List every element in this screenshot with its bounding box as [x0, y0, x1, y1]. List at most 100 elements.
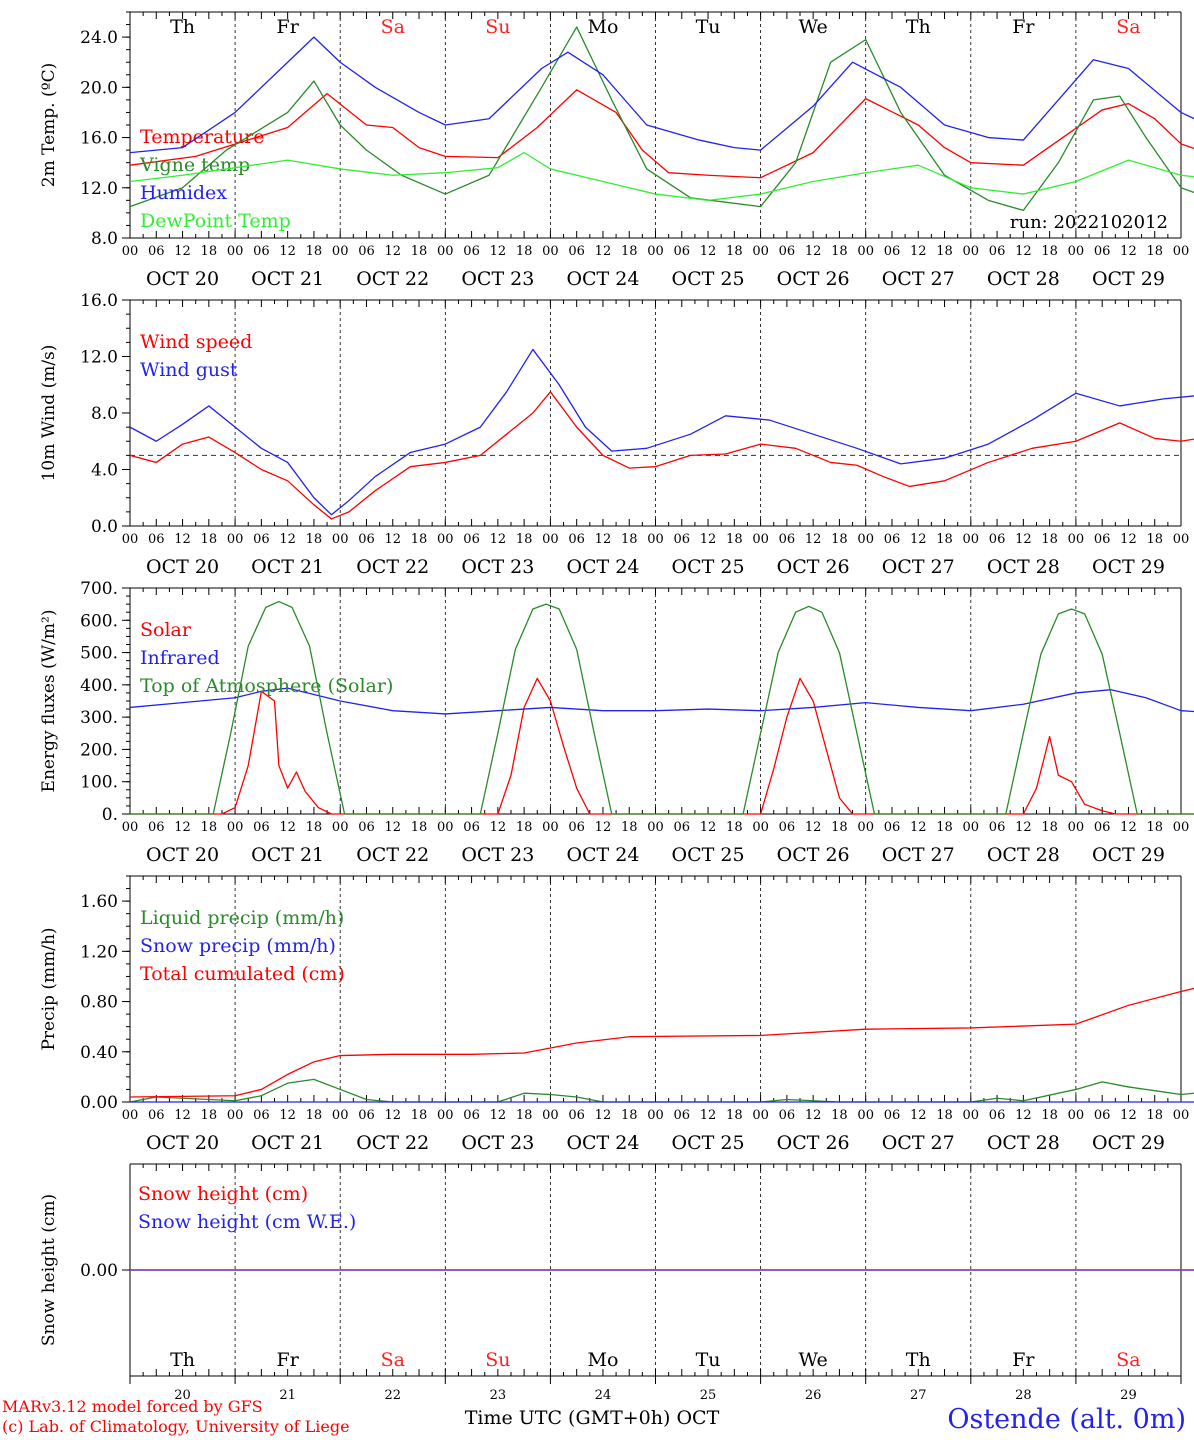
date-label: OCT 22 — [356, 844, 429, 866]
hour-tick-label: 00 — [542, 820, 559, 835]
date-label: OCT 22 — [356, 1132, 429, 1154]
hour-tick-label: 00 — [647, 1108, 664, 1123]
date-label: OCT 21 — [251, 556, 324, 578]
hour-tick-label: 06 — [148, 820, 165, 835]
date-label: OCT 26 — [777, 556, 850, 578]
hour-tick-label: 18 — [726, 1108, 743, 1123]
hour-tick-label: 12 — [174, 244, 191, 259]
date-label: OCT 24 — [566, 844, 639, 866]
y-tick-label: 0. — [102, 805, 118, 825]
y-tick-label: 0.0 — [91, 517, 118, 537]
hour-tick-label: 18 — [411, 1108, 428, 1123]
series-line-wind-speed — [129, 391, 1194, 520]
date-label: OCT 22 — [356, 556, 429, 578]
hour-tick-label: 12 — [279, 532, 296, 547]
series-line-wind-gust — [129, 348, 1194, 516]
hour-tick-label: 12 — [805, 244, 822, 259]
hour-tick-label: 12 — [1120, 1108, 1137, 1123]
hour-tick-label: 06 — [148, 244, 165, 259]
model-credit: MARv3.12 model forced by GFS — [2, 1397, 263, 1416]
hour-tick-label: 00 — [227, 820, 244, 835]
hour-tick-label: 18 — [1041, 1108, 1058, 1123]
hour-tick-label: 00 — [1068, 532, 1085, 547]
hour-tick-label: 12 — [490, 1108, 507, 1123]
hour-tick-label: 18 — [621, 244, 638, 259]
hour-tick-label: 06 — [1094, 820, 1111, 835]
hour-tick-label: 12 — [595, 244, 612, 259]
hour-tick-label: 12 — [279, 244, 296, 259]
hour-tick-label: 18 — [621, 820, 638, 835]
legend-entry: Vigne temp — [139, 154, 250, 176]
hour-tick-label: 06 — [989, 1108, 1006, 1123]
date-label: OCT 26 — [777, 844, 850, 866]
hour-tick-label: 12 — [174, 1108, 191, 1123]
date-label: OCT 27 — [882, 844, 955, 866]
hour-tick-label: 00 — [542, 244, 559, 259]
hour-tick-label: 00 — [227, 1108, 244, 1123]
y-axis-label: Precip (mm/h) — [39, 927, 59, 1050]
hour-tick-label: 06 — [463, 244, 480, 259]
hour-tick-label: 18 — [1146, 1108, 1163, 1123]
date-label: OCT 28 — [987, 1132, 1060, 1154]
series-line-total-cumulated-cm- — [129, 987, 1194, 1098]
day-number: 22 — [384, 1388, 401, 1403]
hour-tick-label: 06 — [568, 1108, 585, 1123]
day-number: 24 — [595, 1388, 612, 1403]
y-tick-label: 4.0 — [91, 461, 118, 481]
hour-tick-label: 06 — [463, 532, 480, 547]
hour-tick-label: 06 — [148, 1108, 165, 1123]
hour-tick-label: 18 — [201, 820, 218, 835]
y-tick-label: 12.0 — [80, 348, 118, 368]
legend-entry: Snow height (cm) — [138, 1183, 308, 1205]
hour-tick-label: 12 — [174, 532, 191, 547]
hour-tick-label: 12 — [595, 820, 612, 835]
legend-entry: DewPoint Temp — [140, 210, 291, 232]
hour-tick-label: 00 — [122, 244, 139, 259]
date-label: OCT 21 — [251, 268, 324, 290]
x-axis-title: Time UTC (GMT+0h) OCT — [465, 1407, 720, 1429]
hour-tick-label: 06 — [358, 820, 375, 835]
hour-tick-label: 18 — [411, 532, 428, 547]
date-label: OCT 26 — [777, 1132, 850, 1154]
hour-tick-label: 18 — [306, 820, 323, 835]
date-label: OCT 20 — [146, 268, 219, 290]
hour-tick-label: 12 — [279, 1108, 296, 1123]
date-label: OCT 29 — [1092, 556, 1165, 578]
day-abbr-bottom: Fr — [1012, 1349, 1035, 1371]
hour-tick-label: 06 — [358, 1108, 375, 1123]
hour-tick-label: 00 — [1173, 532, 1190, 547]
legend-entry: Wind gust — [140, 359, 238, 381]
hour-tick-label: 00 — [437, 820, 454, 835]
day-number: 27 — [910, 1388, 927, 1403]
day-abbr-bottom: We — [799, 1349, 828, 1371]
day-abbr-bottom: Su — [485, 1349, 510, 1371]
hour-tick-label: 06 — [568, 244, 585, 259]
hour-tick-label: 18 — [1041, 244, 1058, 259]
y-tick-label: 8.0 — [91, 404, 118, 424]
hour-tick-label: 00 — [963, 1108, 980, 1123]
day-abbr-top: Tu — [696, 16, 721, 38]
hour-tick-label: 00 — [963, 820, 980, 835]
date-label: OCT 28 — [987, 556, 1060, 578]
hour-tick-label: 00 — [542, 532, 559, 547]
hour-tick-label: 06 — [463, 820, 480, 835]
hour-tick-label: 12 — [384, 1108, 401, 1123]
y-tick-label: 24.0 — [80, 28, 118, 48]
hour-tick-label: 00 — [332, 1108, 349, 1123]
y-tick-label: 16.0 — [80, 291, 118, 311]
hour-tick-label: 12 — [700, 244, 717, 259]
date-label: OCT 27 — [882, 556, 955, 578]
hour-tick-label: 00 — [963, 532, 980, 547]
legend-entry: Snow height (cm W.E.) — [138, 1211, 356, 1233]
hour-tick-label: 12 — [700, 1108, 717, 1123]
hour-tick-label: 18 — [516, 244, 533, 259]
hour-tick-label: 00 — [332, 244, 349, 259]
date-label: OCT 27 — [882, 1132, 955, 1154]
hour-tick-label: 00 — [752, 244, 769, 259]
y-tick-label: 8.0 — [91, 229, 118, 249]
hour-tick-label: 00 — [857, 1108, 874, 1123]
hour-tick-label: 06 — [779, 532, 796, 547]
hour-tick-label: 06 — [148, 532, 165, 547]
y-tick-label: 700. — [80, 579, 118, 599]
